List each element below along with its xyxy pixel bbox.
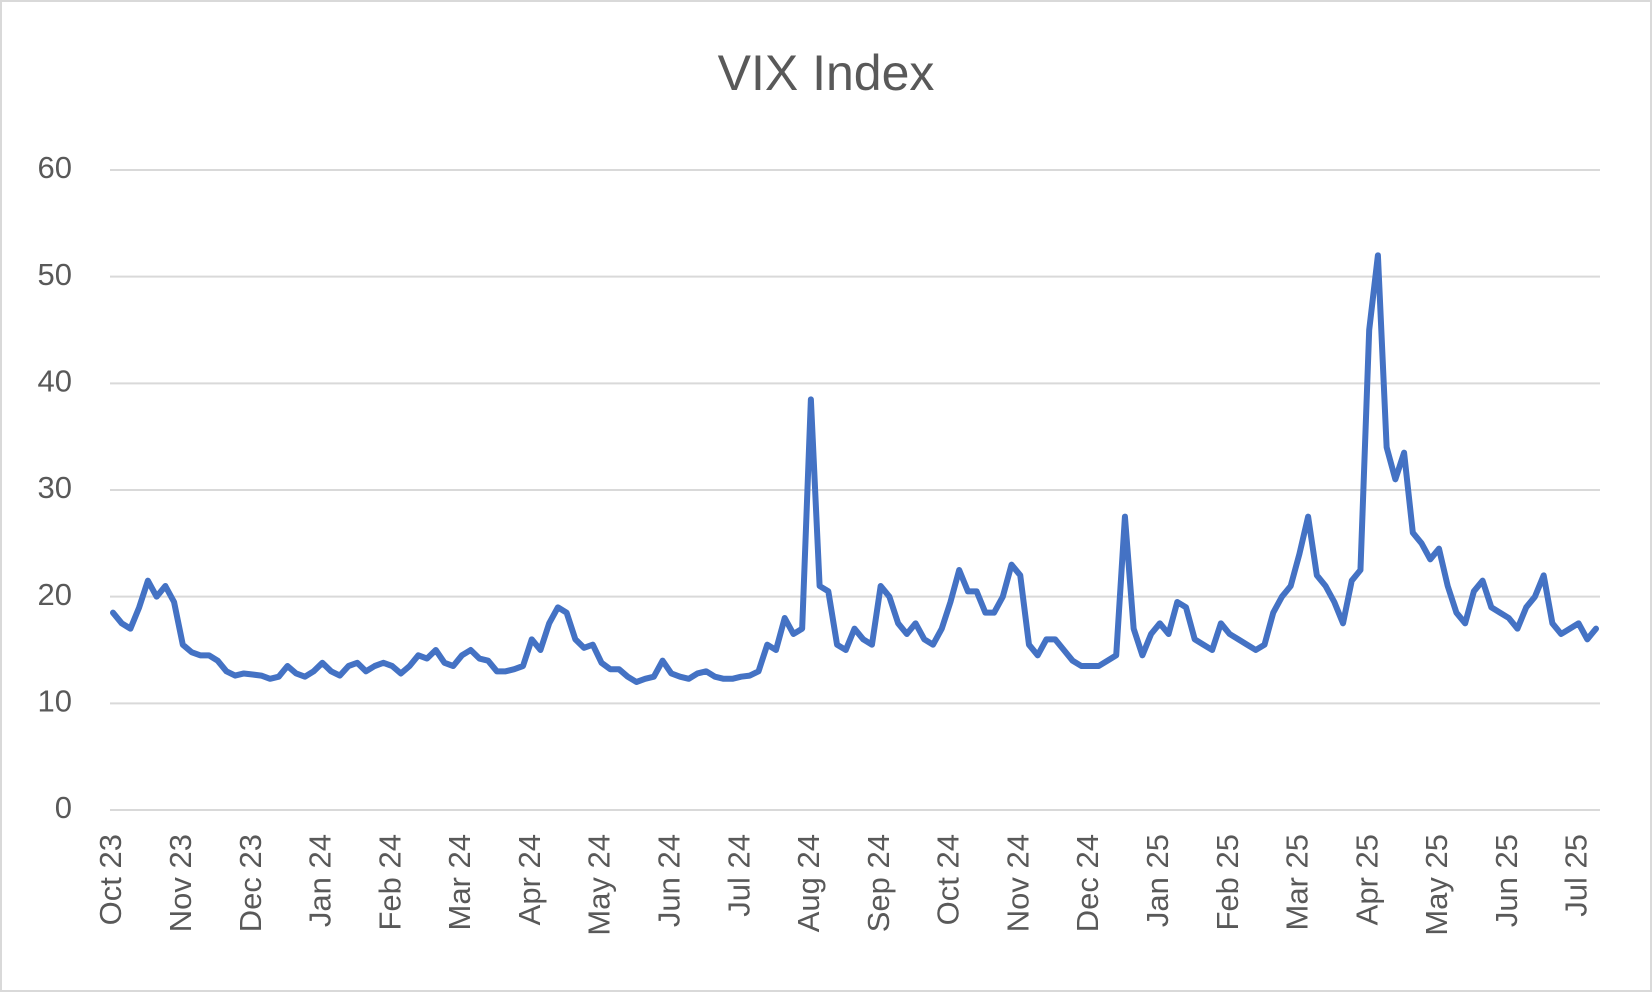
- x-tick-label: Apr 25: [1349, 834, 1384, 925]
- x-tick-label: May 24: [582, 834, 617, 936]
- x-tick-label: Jul 24: [721, 834, 756, 917]
- x-tick-label: Jun 24: [651, 834, 686, 927]
- y-tick-label: 10: [38, 684, 72, 719]
- y-tick-label: 30: [38, 470, 72, 505]
- x-tick-label: Feb 24: [372, 834, 407, 931]
- x-tick-label: Dec 24: [1070, 834, 1105, 932]
- data-line: [110, 252, 1599, 685]
- x-tick-label: Oct 24: [931, 834, 966, 925]
- x-tick-label: Jun 25: [1489, 834, 1524, 927]
- y-tick-label: 40: [38, 364, 72, 399]
- y-tick-label: 60: [38, 150, 72, 185]
- x-tick-label: Oct 23: [93, 834, 128, 925]
- x-tick-label: Jan 25: [1140, 834, 1175, 927]
- x-tick-label: Dec 23: [233, 834, 268, 932]
- y-tick-label: 50: [38, 257, 72, 292]
- x-tick-label: Mar 24: [442, 834, 477, 930]
- y-tick-label: 20: [38, 577, 72, 612]
- y-tick-label: 0: [55, 790, 72, 825]
- x-tick-label: Jan 24: [303, 834, 338, 927]
- x-tick-label: Sep 24: [861, 834, 896, 932]
- x-tick-label: Aug 24: [791, 834, 826, 932]
- chart-title: VIX Index: [718, 45, 935, 101]
- x-tick-label: Nov 23: [163, 834, 198, 932]
- x-tick-label: Feb 25: [1210, 834, 1245, 931]
- x-tick-label: Jul 25: [1559, 834, 1594, 917]
- x-tick-label: May 25: [1419, 834, 1454, 936]
- x-tick-label: Mar 25: [1280, 834, 1315, 930]
- x-tick-label: Nov 24: [1000, 834, 1035, 932]
- x-tick-label: Apr 24: [512, 834, 547, 925]
